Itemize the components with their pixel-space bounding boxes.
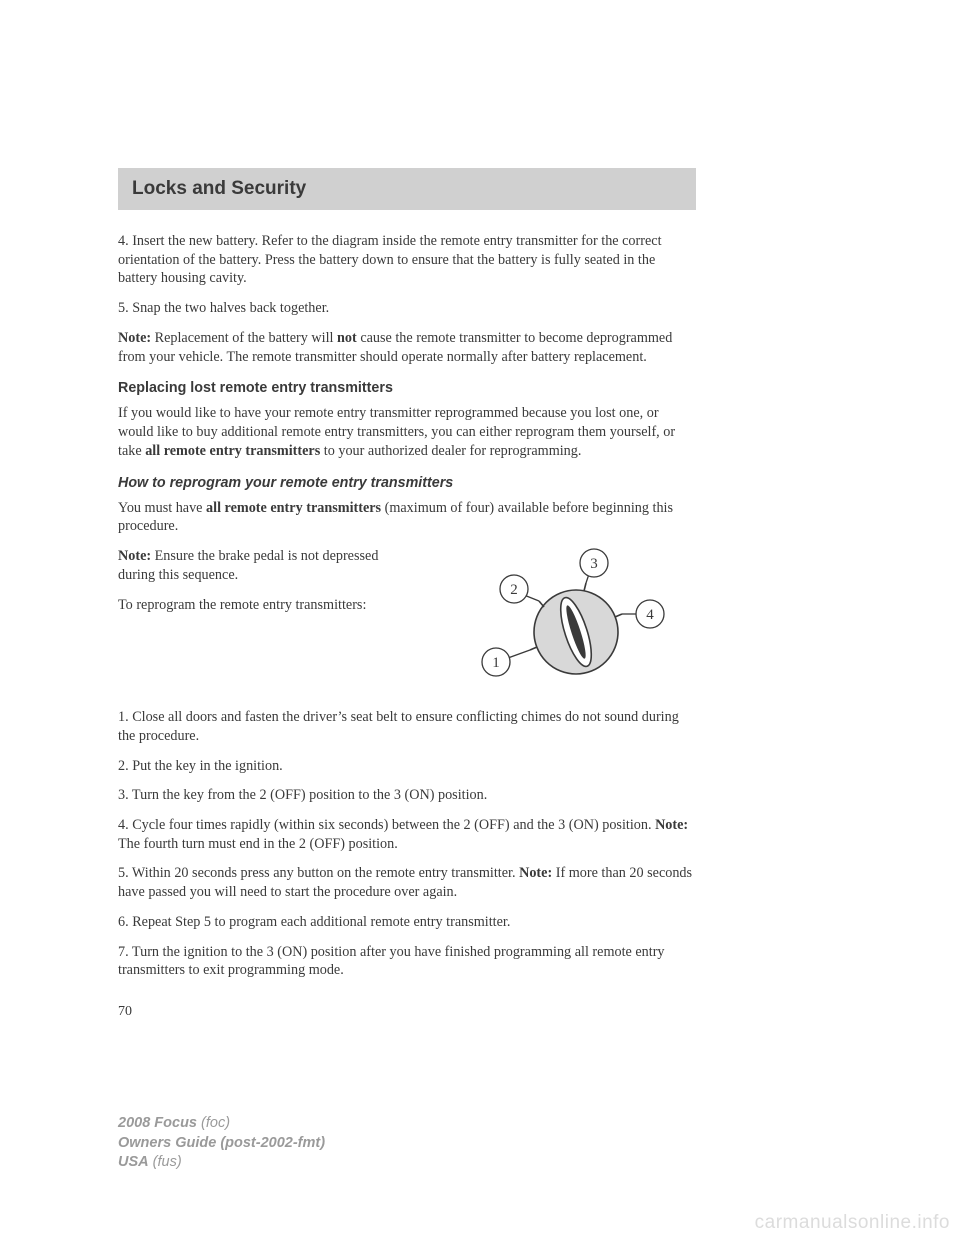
text-with-diagram: Note: Ensure the brake pedal is not depr… [118, 547, 696, 697]
step-4: 4. Cycle four times rapidly (within six … [118, 816, 696, 853]
s4-bold: Note: [655, 817, 688, 833]
footer-model-suffix: (foc) [197, 1115, 230, 1131]
s5-bold: Note: [519, 865, 552, 881]
s4-a: 4. Cycle four times rapidly (within six … [118, 817, 655, 833]
para-to-reprogram: To reprogram the remote entry transmitte… [118, 596, 416, 615]
footer-model: 2008 Focus [118, 1115, 197, 1131]
note-text-a: Replacement of the battery will [151, 330, 337, 346]
note-battery: Note: Replacement of the battery will no… [118, 329, 696, 366]
diagram-column: 1 2 3 4 [436, 547, 696, 697]
footer-line-1: 2008 Focus (foc) [118, 1114, 325, 1134]
watermark: carmanualsonline.info [755, 1212, 950, 1234]
note-brake: Note: Ensure the brake pedal is not depr… [118, 547, 416, 584]
note-brake-text: Ensure the brake pedal is not depressed … [118, 548, 378, 583]
must-bold: all remote entry transmitters [206, 500, 381, 516]
step-1: 1. Close all doors and fasten the driver… [118, 708, 696, 745]
step-2: 2. Put the key in the ignition. [118, 757, 696, 776]
diagram-label-2: 2 [510, 582, 518, 598]
s5-a: 5. Within 20 seconds press any button on… [118, 865, 519, 881]
heading-replacing: Replacing lost remote entry transmitters [118, 380, 696, 396]
must-a: You must have [118, 500, 206, 516]
step-3: 3. Turn the key from the 2 (OFF) positio… [118, 786, 696, 805]
ignition-diagram: 1 2 3 4 [466, 547, 666, 697]
reprog-bold: all remote entry transmitters [145, 443, 320, 459]
diagram-label-4: 4 [646, 607, 654, 623]
section-title: Locks and Security [132, 178, 682, 200]
para-must-have: You must have all remote entry transmitt… [118, 499, 696, 536]
section-header: Locks and Security [118, 168, 696, 210]
note-label: Note: [118, 330, 151, 346]
note-brake-label: Note: [118, 548, 151, 564]
page-number: 70 [118, 1004, 696, 1020]
footer-line-3: USA (fus) [118, 1153, 325, 1173]
page-content: Locks and Security 4. Insert the new bat… [118, 168, 696, 1020]
footer-region-suffix: (fus) [149, 1154, 182, 1170]
step-6: 6. Repeat Step 5 to program each additio… [118, 913, 696, 932]
step-7: 7. Turn the ignition to the 3 (ON) posit… [118, 943, 696, 980]
note-not: not [337, 330, 357, 346]
reprog-b: to your authorized dealer for reprogramm… [320, 443, 581, 459]
step-5: 5. Within 20 seconds press any button on… [118, 864, 696, 901]
page-footer: 2008 Focus (foc) Owners Guide (post-2002… [118, 1114, 325, 1173]
para-reprogram-intro: If you would like to have your remote en… [118, 404, 696, 460]
step-4-battery: 4. Insert the new battery. Refer to the … [118, 232, 696, 288]
diagram-label-3: 3 [590, 556, 598, 572]
step-5-snap: 5. Snap the two halves back together. [118, 299, 696, 318]
heading-howto: How to reprogram your remote entry trans… [118, 475, 696, 491]
diagram-label-1: 1 [492, 655, 500, 671]
footer-guide: Owners Guide (post-2002-fmt) [118, 1134, 325, 1154]
s4-b: The fourth turn must end in the 2 (OFF) … [118, 836, 398, 852]
text-column: Note: Ensure the brake pedal is not depr… [118, 547, 416, 625]
footer-region: USA [118, 1154, 149, 1170]
